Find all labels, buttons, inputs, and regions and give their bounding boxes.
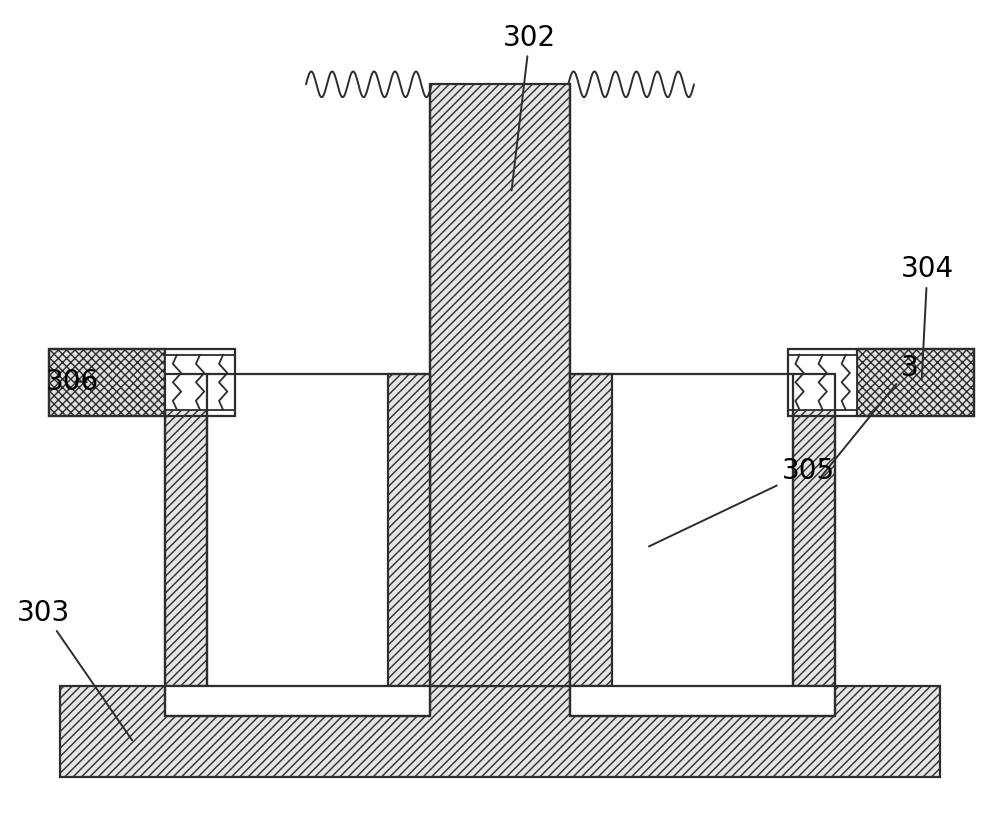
Text: 3: 3 (821, 354, 919, 477)
Bar (793, 375, 835, 686)
Bar (570, 686, 835, 716)
Bar (788, 355, 857, 410)
Bar (49, 349, 235, 416)
Bar (60, 686, 940, 777)
Bar (207, 375, 388, 686)
Bar (165, 686, 430, 716)
Bar (165, 355, 235, 410)
Text: 305: 305 (649, 457, 835, 547)
Text: 303: 303 (17, 598, 132, 740)
Bar (388, 375, 430, 686)
Text: 304: 304 (901, 256, 954, 380)
Bar (49, 349, 165, 416)
Bar (570, 375, 612, 686)
Bar (857, 349, 974, 416)
Text: 302: 302 (503, 24, 556, 191)
Bar (612, 375, 793, 686)
Bar (430, 85, 570, 686)
Text: 306: 306 (46, 368, 99, 396)
Bar (788, 349, 974, 416)
Bar (165, 375, 207, 686)
